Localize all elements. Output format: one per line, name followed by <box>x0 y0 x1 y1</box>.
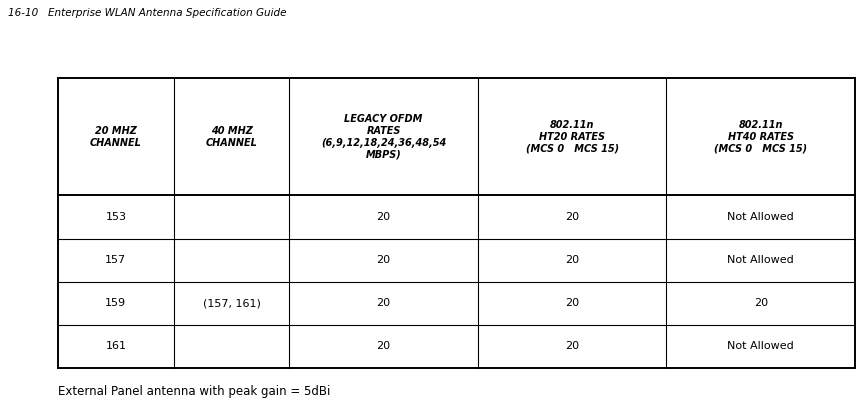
Text: 20: 20 <box>565 342 579 352</box>
Text: (157, 161): (157, 161) <box>202 298 260 308</box>
Text: 20: 20 <box>565 298 579 308</box>
Text: 161: 161 <box>105 342 127 352</box>
Text: 802.11n
HT20 RATES
(MCS 0   MCS 15): 802.11n HT20 RATES (MCS 0 MCS 15) <box>525 120 618 154</box>
Text: 802.11n
HT40 RATES
(MCS 0   MCS 15): 802.11n HT40 RATES (MCS 0 MCS 15) <box>714 120 807 154</box>
Text: 20: 20 <box>565 212 579 222</box>
Text: Not Allowed: Not Allowed <box>727 255 793 265</box>
Text: External Panel antenna with peak gain = 5dBi: External Panel antenna with peak gain = … <box>58 385 330 398</box>
Text: Not Allowed: Not Allowed <box>727 212 793 222</box>
Text: Not Allowed: Not Allowed <box>727 342 793 352</box>
Text: 20: 20 <box>753 298 767 308</box>
Text: 20: 20 <box>376 298 390 308</box>
Text: LEGACY OFDM
RATES
(6,9,12,18,24,36,48,54
MBPS): LEGACY OFDM RATES (6,9,12,18,24,36,48,54… <box>320 114 446 160</box>
Text: 40 MHZ
CHANNEL: 40 MHZ CHANNEL <box>206 126 257 148</box>
Text: 16-10   Enterprise WLAN Antenna Specification Guide: 16-10 Enterprise WLAN Antenna Specificat… <box>8 8 286 18</box>
Text: 153: 153 <box>105 212 127 222</box>
Text: 20: 20 <box>565 255 579 265</box>
Text: 157: 157 <box>105 255 127 265</box>
Text: 159: 159 <box>105 298 127 308</box>
Text: 20 MHZ
CHANNEL: 20 MHZ CHANNEL <box>90 126 141 148</box>
Text: 20: 20 <box>376 212 390 222</box>
Text: 20: 20 <box>376 342 390 352</box>
Text: 20: 20 <box>376 255 390 265</box>
